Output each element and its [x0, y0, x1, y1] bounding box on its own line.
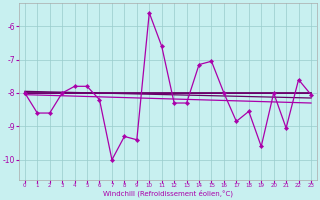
- X-axis label: Windchill (Refroidissement éolien,°C): Windchill (Refroidissement éolien,°C): [103, 190, 233, 197]
